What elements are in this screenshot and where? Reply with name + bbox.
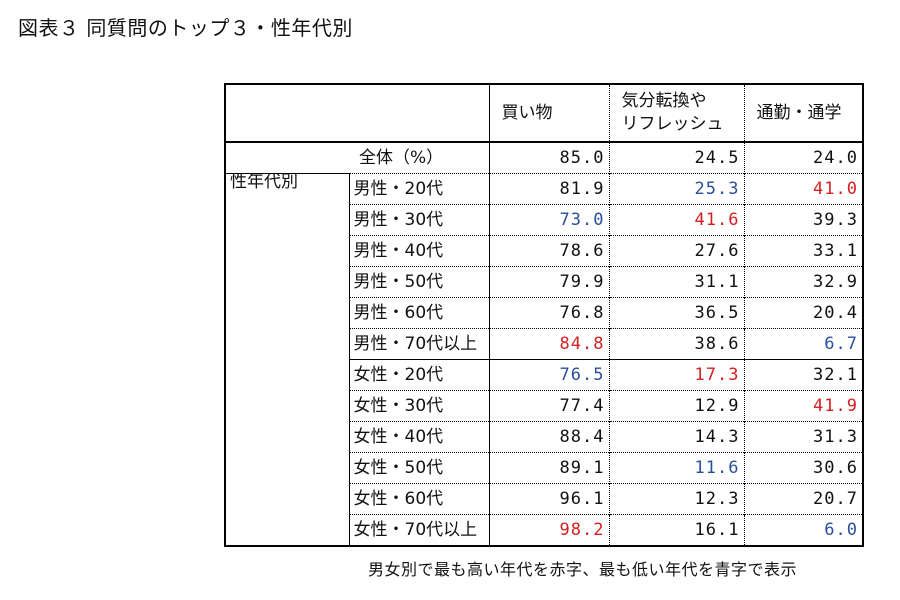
row-label: 男性・50代 (348, 266, 489, 298)
row-value: 96.1 (488, 483, 609, 515)
row-value: 79.9 (488, 266, 609, 298)
row-value: 89.1 (488, 452, 609, 484)
row-value: 38.6 (608, 328, 744, 360)
row-label: 女性・20代 (348, 359, 489, 391)
table-row: 性年代別 男性・20代 81.9 25.3 41.0 (224, 173, 864, 547)
table-row: 女性・60代 96.1 12.3 20.7 (225, 483, 864, 515)
row-label: 男性・60代 (348, 297, 489, 329)
table-row: 女性・50代 89.1 11.6 30.6 (225, 452, 864, 484)
row-value: 31.1 (608, 266, 744, 298)
row-value: 27.6 (608, 235, 744, 267)
row-value: 81.9 (488, 173, 609, 205)
data-table: 買い物 気分転換や リフレッシュ 通勤・通学 全体（%） 85.0 24.5 24… (224, 83, 864, 547)
row-value: 73.0 (488, 204, 609, 236)
row-label: 男性・40代 (348, 235, 489, 267)
row-value: 78.6 (488, 235, 609, 267)
row-value: 20.7 (743, 483, 864, 515)
row-value: 11.6 (608, 452, 744, 484)
row-value: 31.3 (743, 421, 864, 453)
row-label: 男性・30代 (348, 204, 489, 236)
row-value: 20.4 (743, 297, 864, 329)
row-value: 41.9 (743, 390, 864, 422)
header-row: 買い物 気分転換や リフレッシュ 通勤・通学 (224, 83, 864, 143)
row-label: 女性・40代 (348, 421, 489, 453)
row-value: 98.2 (488, 514, 609, 547)
table-row: 女性・20代 76.5 17.3 32.1 (225, 359, 864, 391)
row-label: 男性・70代以上 (348, 328, 489, 360)
row-value: 39.3 (743, 204, 864, 236)
table-row: 男性・60代 76.8 36.5 20.4 (225, 297, 864, 329)
total-blank (224, 142, 349, 174)
row-value: 16.1 (608, 514, 744, 547)
row-value: 14.3 (608, 421, 744, 453)
row-value: 30.6 (743, 452, 864, 484)
header-blank-2 (349, 83, 489, 143)
table-row: 男性・30代 73.0 41.6 39.3 (225, 204, 864, 236)
row-value: 88.4 (488, 421, 609, 453)
row-value: 6.7 (743, 328, 864, 360)
row-value: 77.4 (488, 390, 609, 422)
total-row: 全体（%） 85.0 24.5 24.0 (224, 142, 864, 174)
total-value-commute: 24.0 (743, 142, 864, 174)
row-value: 84.8 (488, 328, 609, 360)
row-value: 41.6 (608, 204, 744, 236)
row-value: 36.5 (608, 297, 744, 329)
table-row: 女性・40代 88.4 14.3 31.3 (225, 421, 864, 453)
total-value-shopping: 85.0 (488, 142, 609, 174)
group-label: 性年代別 (224, 173, 349, 547)
row-value: 12.9 (608, 390, 744, 422)
row-value: 76.8 (488, 297, 609, 329)
table-row: 女性・70代以上 98.2 16.1 6.0 (225, 514, 864, 547)
header-refresh: 気分転換や リフレッシュ (608, 83, 744, 143)
row-value: 25.3 (608, 173, 744, 205)
row-value: 33.1 (743, 235, 864, 267)
row-label: 女性・70代以上 (348, 514, 489, 547)
table-row: 女性・30代 77.4 12.9 41.9 (225, 390, 864, 422)
figure-title: 図表３ 同質問のトップ３・性年代別 (18, 16, 353, 40)
row-value: 32.1 (743, 359, 864, 391)
row-label: 男性・20代 (348, 173, 489, 205)
footnote: 男女別で最も高い年代を赤字、最も低い年代を青字で表示 (368, 560, 798, 579)
row-value: 12.3 (608, 483, 744, 515)
row-value: 41.0 (743, 173, 864, 205)
table-row: 男性・40代 78.6 27.6 33.1 (225, 235, 864, 267)
row-label: 女性・50代 (348, 452, 489, 484)
row-value: 17.3 (608, 359, 744, 391)
header-commute: 通勤・通学 (743, 83, 864, 143)
row-value: 32.9 (743, 266, 864, 298)
table-row: 男性・50代 79.9 31.1 32.9 (225, 266, 864, 298)
total-label: 全体（%） (359, 147, 444, 168)
total-value-refresh: 24.5 (608, 142, 744, 174)
row-label: 女性・30代 (348, 390, 489, 422)
table-row: 男性・70代以上 84.8 38.6 6.7 (225, 328, 864, 360)
row-value: 6.0 (743, 514, 864, 547)
row-value: 76.5 (488, 359, 609, 391)
row-label: 女性・60代 (348, 483, 489, 515)
header-shopping: 買い物 (488, 83, 609, 143)
header-blank (224, 83, 349, 143)
